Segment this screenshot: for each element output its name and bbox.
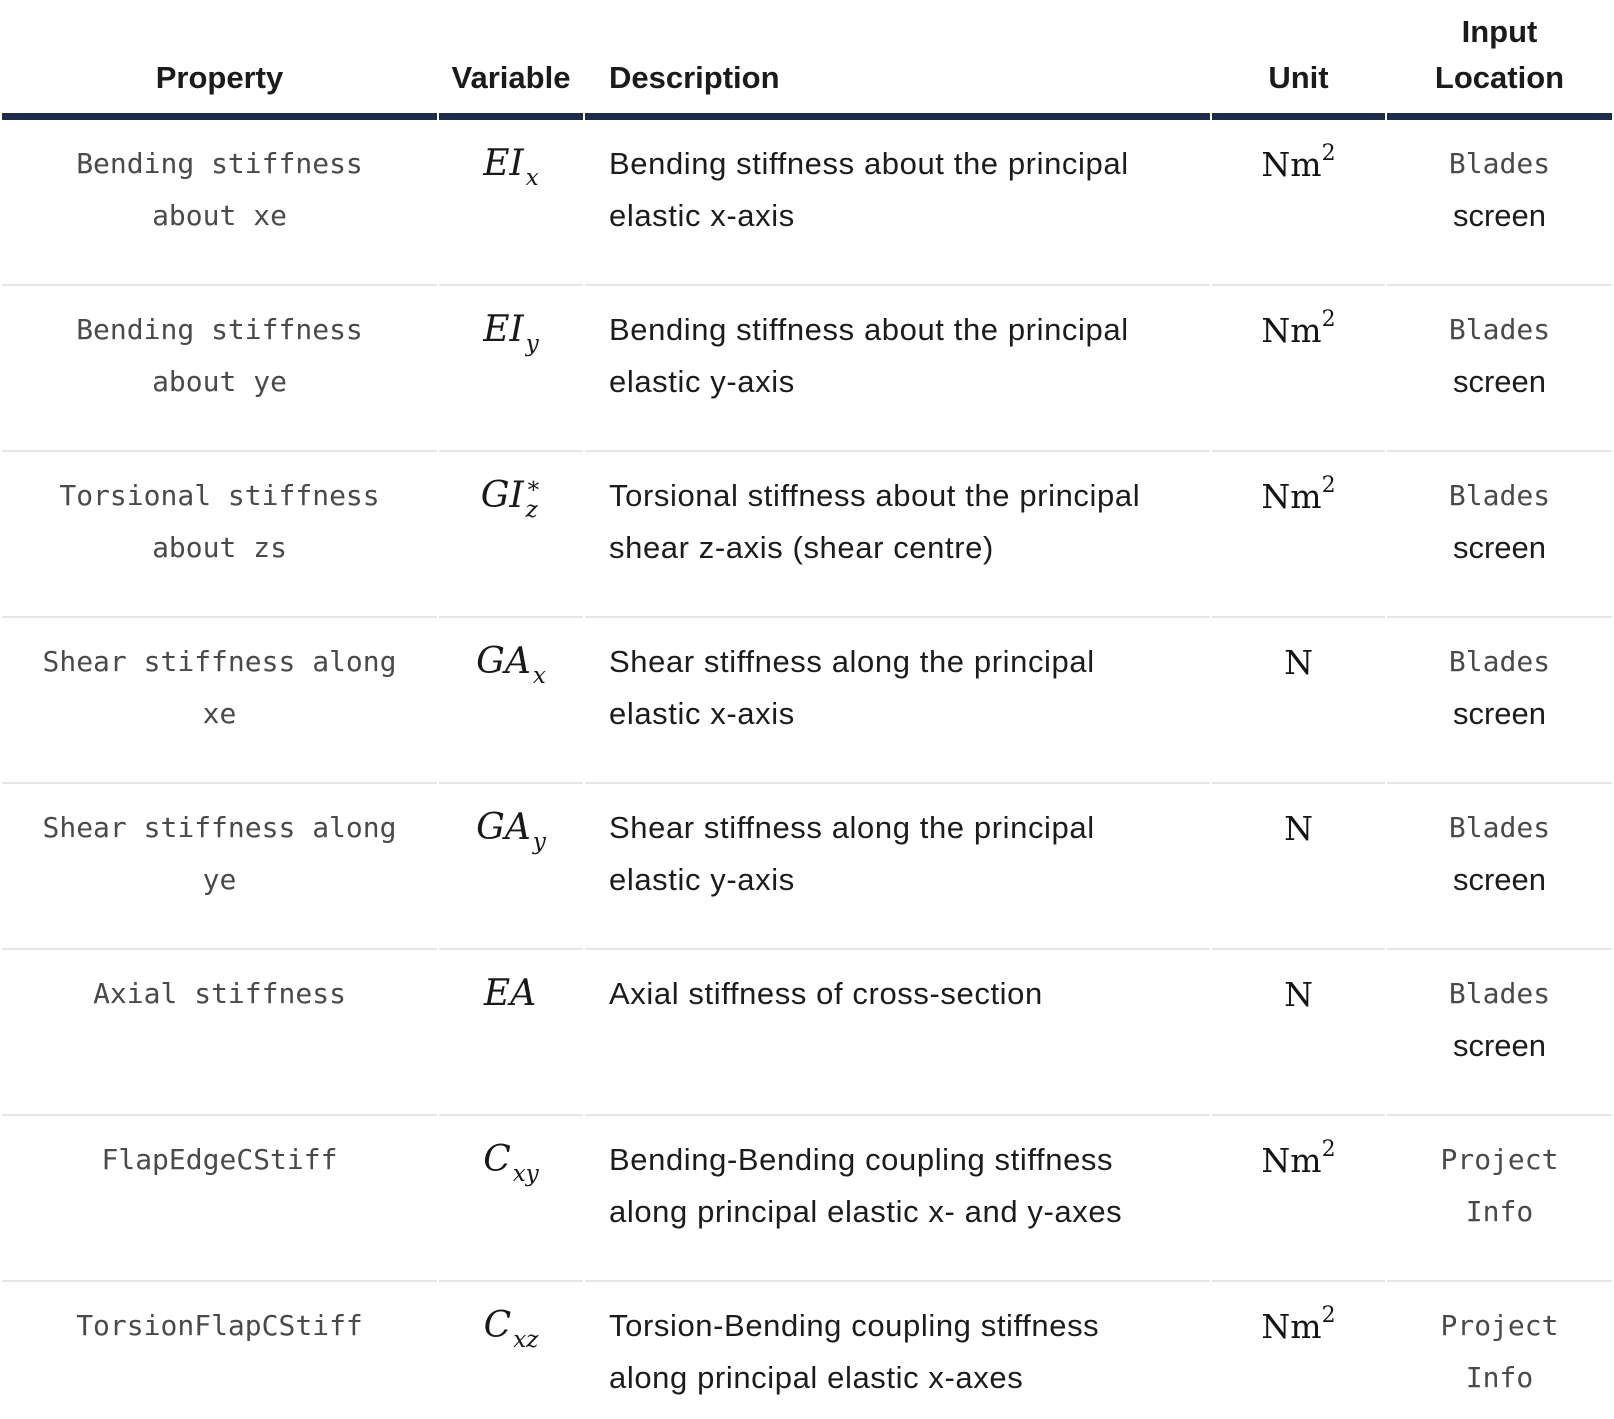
description-cell: Shear stiffness along the principal elas… — [585, 782, 1210, 948]
location-code: Blades — [1448, 313, 1551, 346]
variable-cell: EI x — [439, 120, 583, 284]
table-body: Bending stiffness about xe EI x Bending s… — [2, 120, 1612, 1419]
input-location-cell: Blades screen — [1387, 120, 1612, 284]
unit-value: N — [1284, 643, 1313, 682]
unit-cell: N — [1212, 782, 1385, 948]
location-plain: screen — [1452, 198, 1547, 233]
location-code: Project Info — [1440, 1143, 1559, 1228]
table-row: Shear stiffness along ye GA y Shear stiff… — [2, 782, 1612, 948]
description-cell: Torsion-Bending coupling stiffness along… — [585, 1280, 1210, 1419]
math-variable: EI x — [483, 143, 539, 191]
description-cell: Torsional stiffness about the principal … — [585, 450, 1210, 616]
location-plain: screen — [1452, 530, 1547, 565]
description-cell: Bending-Bending coupling stiffness along… — [585, 1114, 1210, 1280]
property-cell: Shear stiffness along ye — [2, 782, 437, 948]
description-cell: Axial stiffness of cross-section — [585, 948, 1210, 1114]
input-location-cell: Blades screen — [1387, 782, 1612, 948]
unit-cell: Nm2 — [1212, 1114, 1385, 1280]
location-code: Project Info — [1440, 1309, 1559, 1394]
variable-cell: EA — [439, 948, 583, 1114]
input-location-cell: Blades screen — [1387, 948, 1612, 1114]
location-plain: screen — [1452, 1028, 1547, 1063]
variable-cell: GI ∗ z — [439, 450, 583, 616]
property-cell: TorsionFlapCStiff — [2, 1280, 437, 1419]
input-location-cell: Blades screen — [1387, 284, 1612, 450]
unit-value: Nm2 — [1261, 1303, 1336, 1347]
table-row: Torsional stiffness about zs GI ∗ z Torsio… — [2, 450, 1612, 616]
variable-cell: EI y — [439, 284, 583, 450]
table-row: Axial stiffness EA Axial stiffness of cr… — [2, 948, 1612, 1114]
property-cell: Axial stiffness — [2, 948, 437, 1114]
unit-cell: Nm2 — [1212, 1280, 1385, 1419]
location-plain: screen — [1452, 862, 1547, 897]
math-variable: GA y — [476, 807, 546, 855]
column-header-unit: Unit — [1212, 0, 1385, 120]
property-cell: Shear stiffness along xe — [2, 616, 437, 782]
column-header-property: Property — [2, 0, 437, 120]
unit-cell: N — [1212, 616, 1385, 782]
location-code: Blades — [1448, 147, 1551, 180]
unit-cell: Nm2 — [1212, 120, 1385, 284]
table-row: Shear stiffness along xe GA x Shear stiff… — [2, 616, 1612, 782]
description-cell: Bending stiffness about the principal el… — [609, 146, 1129, 233]
unit-cell: N — [1212, 948, 1385, 1114]
description-cell: Bending stiffness about the principal el… — [585, 284, 1210, 450]
property-cell: Bending stiffness about ye — [2, 284, 437, 450]
math-variable: EI y — [483, 309, 539, 357]
location-code: Blades — [1448, 811, 1551, 844]
math-variable: EA — [483, 973, 537, 1014]
variable-cell: GA y — [439, 782, 583, 948]
unit-cell: Nm2 — [1212, 284, 1385, 450]
input-location-cell: Blades screen — [1387, 450, 1612, 616]
unit-value: Nm2 — [1261, 307, 1336, 351]
table-row: Bending stiffness about ye EI y Bending s… — [2, 284, 1612, 450]
location-plain: screen — [1452, 364, 1547, 399]
property-cell: FlapEdgeCStiff — [2, 1114, 437, 1280]
unit-value: Nm2 — [1261, 1137, 1336, 1181]
unit-cell: Nm2 — [1212, 450, 1385, 616]
input-location-cell: Project Info — [1387, 1114, 1612, 1280]
location-code: Blades — [1448, 977, 1551, 1010]
unit-value: N — [1284, 809, 1313, 848]
input-location-cell: Project Info — [1387, 1280, 1612, 1419]
math-variable: GA x — [476, 641, 546, 689]
property-cell: Torsional stiffness about zs — [2, 450, 437, 616]
location-code: Blades — [1448, 479, 1551, 512]
unit-value: N — [1284, 975, 1313, 1014]
column-header-input-location: Input Location — [1387, 0, 1612, 120]
property-cell: Bending stiffness about xe — [76, 147, 363, 232]
table-row: Bending stiffness about xe EI x Bending s… — [2, 120, 1612, 284]
input-location-cell: Blades screen — [1387, 616, 1612, 782]
unit-value: Nm2 — [1261, 141, 1336, 185]
location-plain: screen — [1452, 696, 1547, 731]
table-header: Property Variable Description Unit Input… — [2, 0, 1612, 120]
variable-cell: GA x — [439, 616, 583, 782]
column-header-variable: Variable — [439, 0, 583, 120]
header-row: Property Variable Description Unit Input… — [2, 0, 1612, 120]
unit-value: Nm2 — [1261, 473, 1336, 517]
column-header-description: Description — [585, 0, 1210, 120]
description-cell: Shear stiffness along the principal elas… — [585, 616, 1210, 782]
location-code: Blades — [1448, 645, 1551, 678]
math-variable: GI ∗ z — [480, 473, 542, 523]
